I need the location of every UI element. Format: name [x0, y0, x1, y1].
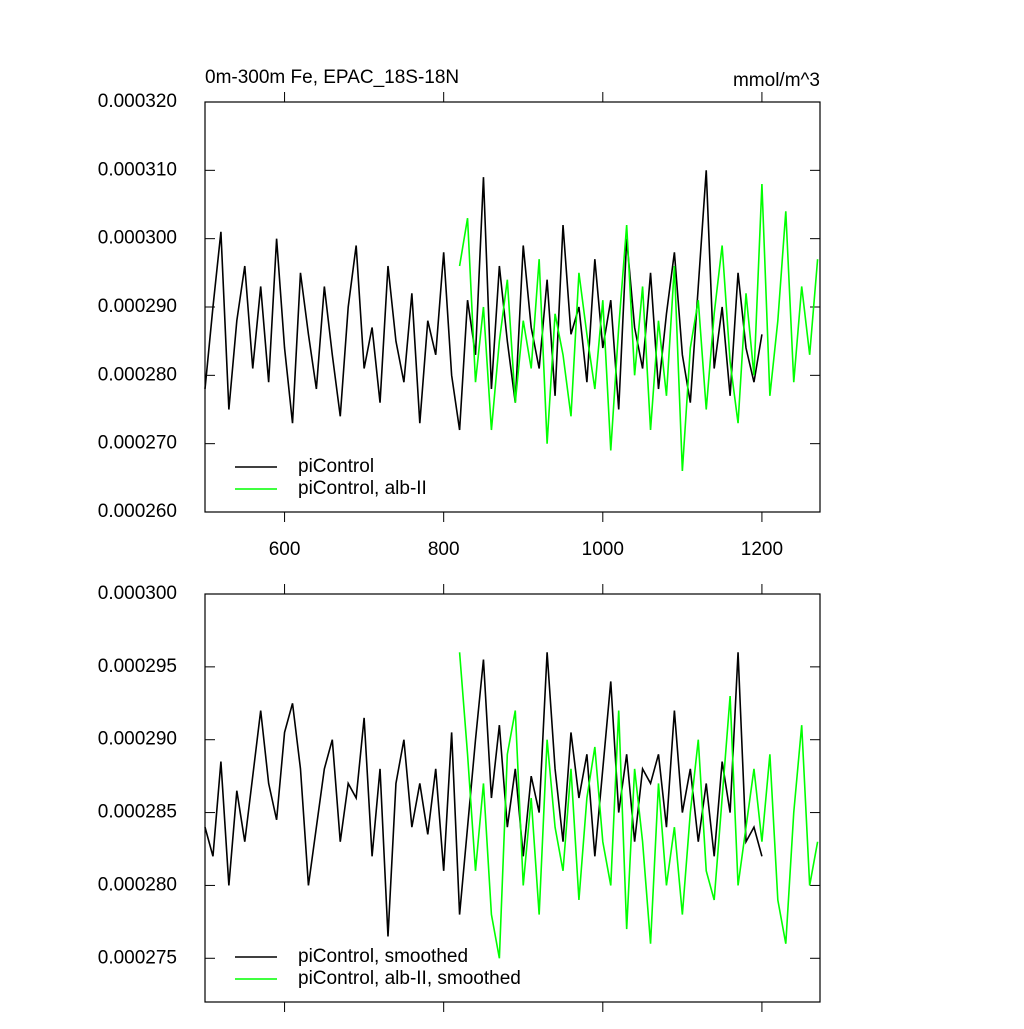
legend-label: piControl: [298, 456, 374, 477]
y-tick-label: 0.000290: [98, 296, 177, 317]
series-line: [204, 170, 763, 431]
legend-label: piControl, alb-II: [298, 478, 427, 499]
series-line: [458, 183, 819, 472]
chart-title: 0m-300m Fe, EPAC_18S-18N: [205, 67, 459, 88]
y-tick-label: 0.000280: [98, 874, 177, 895]
legend-label: piControl, alb-II, smoothed: [298, 968, 521, 989]
x-tick-label: 600: [269, 539, 301, 560]
x-tick-label: 1200: [741, 539, 783, 560]
y-tick-label: 0.000310: [98, 159, 177, 180]
y-tick-label: 0.000275: [98, 947, 177, 968]
plot-frame: [204, 101, 821, 513]
y-tick-label: 0.000280: [98, 364, 177, 385]
y-tick-label: 0.000295: [98, 656, 177, 677]
y-tick-label: 0.000285: [98, 802, 177, 823]
y-tick-label: 0.000300: [98, 583, 177, 604]
y-tick-label: 0.000270: [98, 433, 177, 454]
series-line: [458, 652, 819, 959]
y-tick-label: 0.000260: [98, 501, 177, 522]
y-tick-label: 0.000320: [98, 91, 177, 112]
plot-frame: [204, 593, 821, 1003]
y-tick-label: 0.000290: [98, 729, 177, 750]
x-tick-label: 1000: [582, 539, 624, 560]
legend-label: piControl, smoothed: [298, 946, 468, 967]
units-label: mmol/m^3: [733, 70, 820, 91]
series-line: [204, 652, 763, 937]
x-tick-label: 800: [428, 539, 460, 560]
y-tick-label: 0.000300: [98, 228, 177, 249]
